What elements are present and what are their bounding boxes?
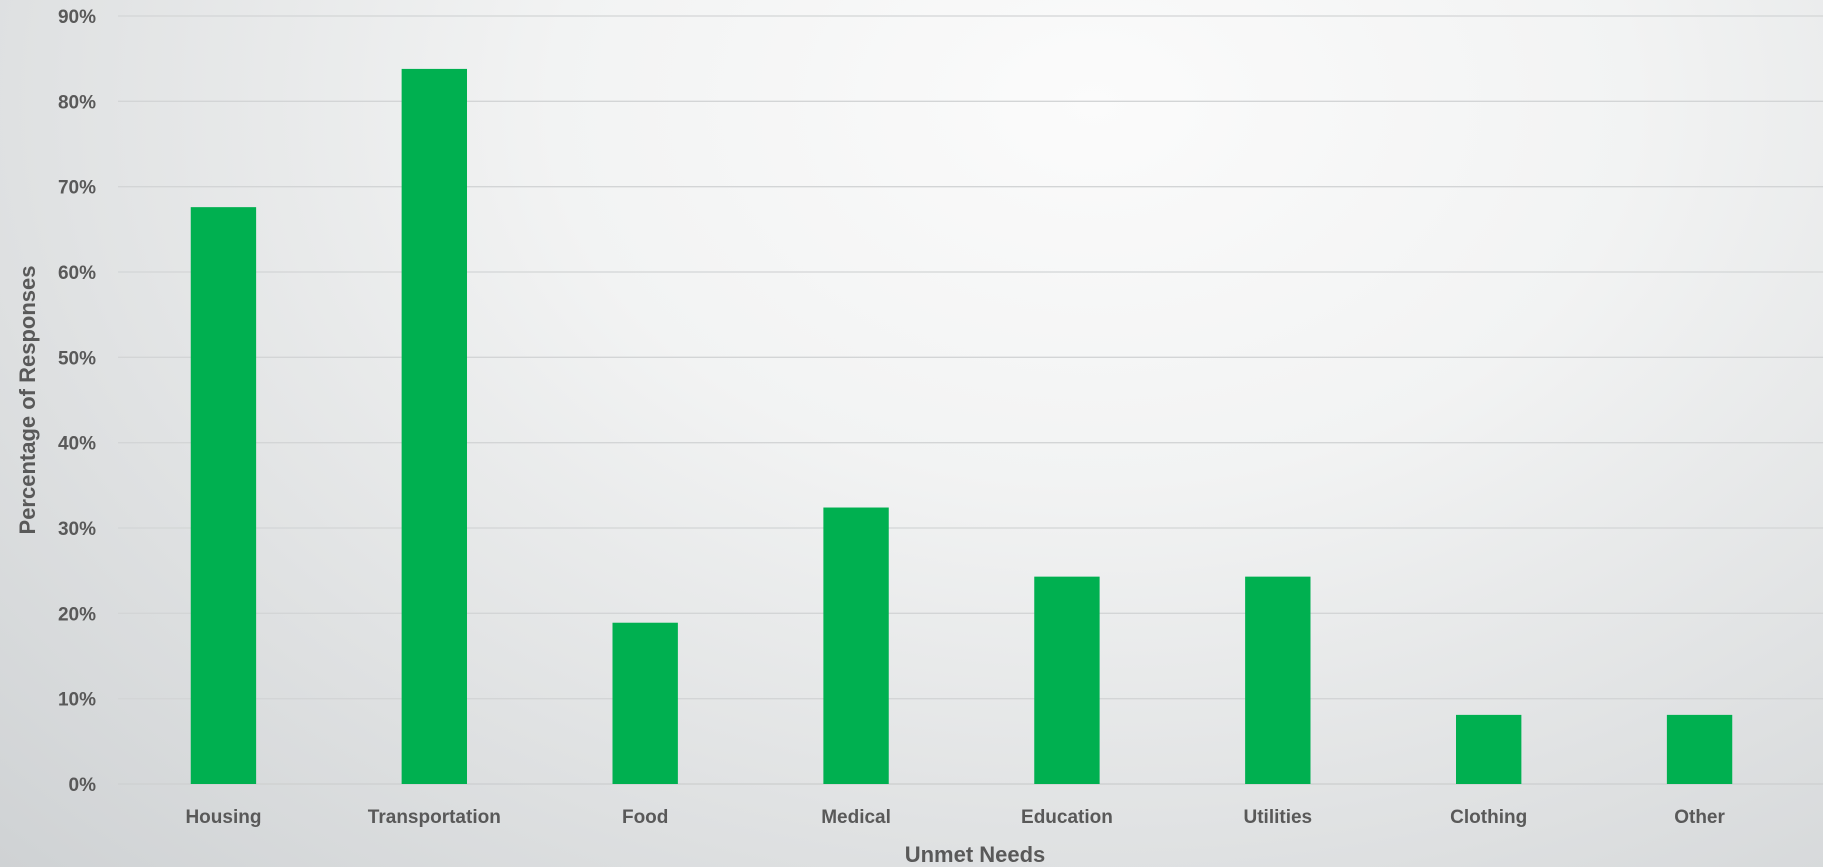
bar-housing — [190, 207, 257, 784]
x-axis-ticks: Housing Transportation Food Medical Educatio… — [185, 807, 1725, 828]
y-tick-label: 50% — [58, 348, 96, 369]
x-axis-title: Unmet Needs — [905, 842, 1046, 867]
y-tick-label: 70% — [58, 178, 96, 199]
bar-education — [1034, 576, 1100, 784]
y-tick-label: 10% — [58, 690, 96, 711]
x-tick-label: Housing — [185, 807, 261, 828]
bar-utilities — [1245, 576, 1311, 784]
x-tick-label: Clothing — [1450, 807, 1527, 828]
bar-medical — [823, 507, 889, 784]
bar-other — [1666, 714, 1733, 784]
bar-clothing — [1456, 714, 1522, 784]
bar-food — [612, 622, 678, 784]
x-tick-label: Utilities — [1244, 807, 1313, 828]
x-tick-label: Medical — [821, 807, 891, 828]
y-tick-label: 40% — [58, 434, 96, 455]
x-tick-label: Other — [1674, 807, 1725, 828]
y-tick-label: 60% — [58, 263, 96, 284]
y-tick-label: 90% — [58, 7, 96, 28]
y-tick-label: 30% — [58, 519, 96, 540]
gridlines — [118, 15, 1823, 785]
bars — [190, 68, 1733, 784]
y-tick-label: 20% — [58, 604, 96, 625]
x-tick-label: Transportation — [368, 807, 501, 828]
x-tick-label: Food — [622, 807, 668, 828]
x-tick-label: Education — [1021, 807, 1113, 828]
y-tick-label: 80% — [58, 92, 96, 113]
y-tick-label: 0% — [69, 775, 97, 796]
y-axis-title: Percentage of Responses — [15, 266, 40, 535]
y-axis-ticks: 0% 10% 20% 30% 40% 50% 60% 70% 80% 90% — [58, 7, 96, 796]
bar-transportation — [401, 68, 467, 784]
